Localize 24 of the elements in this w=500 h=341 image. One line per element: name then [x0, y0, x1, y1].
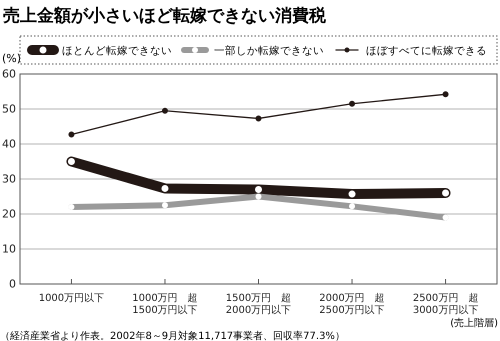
x-tick-label: 2500万円 超 3000万円以下	[412, 292, 478, 316]
y-tick-label: 30	[2, 172, 16, 186]
x-tick-label: 2000万円 超 2500万円以下	[319, 292, 385, 316]
point	[162, 108, 168, 114]
x-tick-label: 1000万円 超 1500万円以下	[132, 292, 198, 316]
x-tick-label: 1000万円以下	[38, 292, 104, 304]
legend-label: ほとんど転嫁できない	[62, 45, 172, 57]
y-tick-label: 40	[2, 138, 16, 151]
legend-label: ほぼすべてに転嫁できる	[366, 45, 487, 57]
point	[256, 115, 262, 122]
y-tick-label: 60	[2, 68, 16, 81]
x-axis-title: (売上階層)	[450, 317, 498, 329]
x-tick-label: 1500万円 超 2000万円以下	[226, 292, 292, 316]
point	[68, 132, 74, 138]
text: （経済産業省より作表。2002年8～9月対象11,717事業者、回収率77.3%）	[0, 330, 345, 341]
point	[442, 91, 449, 98]
y-axis-title: (%)	[2, 52, 22, 65]
point	[349, 100, 356, 107]
y-tick-label: 10	[2, 242, 16, 256]
y-tick-label: 50	[2, 102, 16, 116]
chart-title: 売上金額が小さいほど転嫁できない消費税	[3, 6, 327, 26]
legend-label: 一部しか転嫁できない	[214, 44, 324, 57]
y-tick-label: 0	[9, 278, 16, 291]
y-tick-label: 20	[2, 208, 16, 221]
